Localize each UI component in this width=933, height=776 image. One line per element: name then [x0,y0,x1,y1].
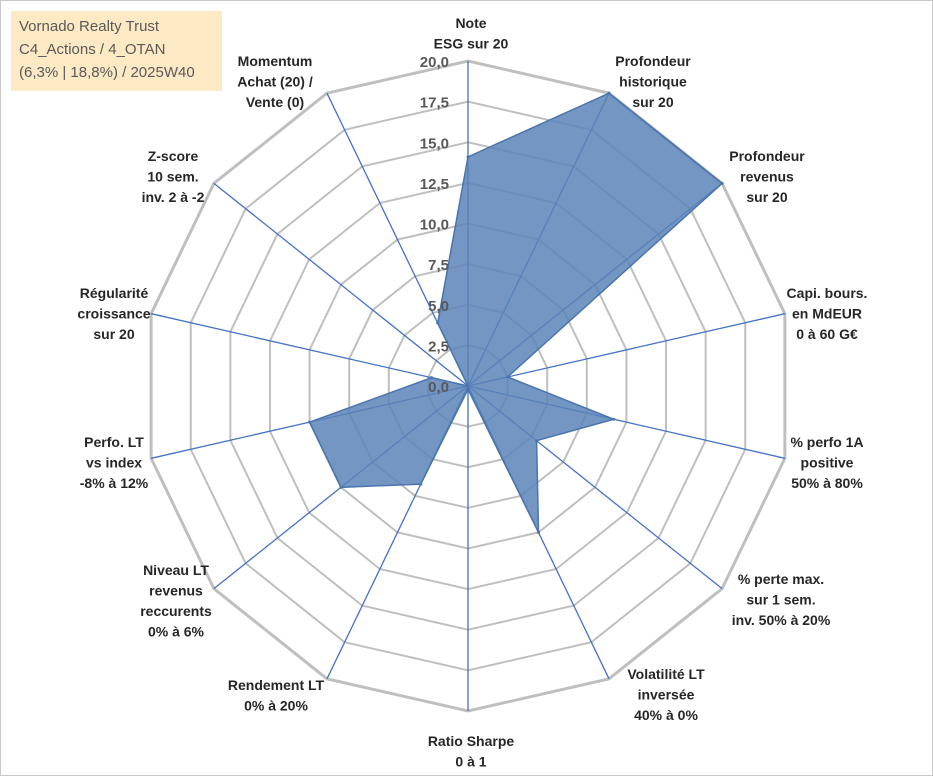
axis-label-line: 10 sem. [147,169,198,185]
axis-label-line: Z-score [148,148,199,164]
axis-label-line: inv. 50% à 20% [732,612,831,628]
data-point [430,376,434,380]
axis-label: Profondeur historique sur 20 [615,53,691,110]
axis-label: Ratio Sharpe 0 à 1 [428,733,515,770]
axis-label-line: 40% à 0% [634,707,698,723]
data-point [308,420,312,424]
tick-label: 5,0 [428,298,449,315]
tick-label: 2,5 [428,338,449,355]
data-point [537,530,541,534]
tick-label: 10,0 [420,217,449,234]
axis-label-line: ESG sur 20 [434,36,509,52]
axis-label: Rendement LT 0% à 20% [228,677,325,714]
axis-label: Z-score 10 sem. inv. 2 à -2 [142,148,205,205]
axis-label-line: Achat (20) / [237,74,313,90]
axis-label-line: 0 à 60 G€ [796,326,858,342]
axis-label-line: Profondeur [615,53,691,69]
axis-label: Momentum Achat (20) / Vente (0) [237,53,313,110]
axis-label-line: Niveau LT [143,562,209,578]
axis-label-line: sur 20 [632,94,673,110]
axis-label-line: -8% à 12% [80,475,149,491]
tick-label: 17,5 [420,95,449,112]
data-point [466,387,470,391]
axis-label: Niveau LT revenus reccurents 0% à 6% [140,562,212,640]
axis-label-line: 50% à 80% [791,475,863,491]
data-point [339,485,343,489]
title-line-category: C4_Actions / 4_OTAN [19,41,166,58]
tick-label: 0,0 [428,379,449,396]
axis-label: Profondeur revenus sur 20 [729,148,805,205]
tick-label: 15,0 [420,135,449,152]
data-point [466,155,470,159]
radar-spoke [151,313,469,387]
axis-label-line: 0 à 1 [455,754,486,770]
title-box: Vornado Realty Trust C4_Actions / 4_OTAN… [11,11,222,91]
axis-label-line: inv. 2 à -2 [142,189,205,205]
axis-label-line: inversée [638,687,695,703]
axis-label-line: Capi. bours. [787,285,868,301]
axis-label-line: sur 20 [93,326,134,342]
axis-label-line: historique [619,74,687,90]
axis-label: % perfo 1A positive 50% à 80% [790,434,863,491]
axis-label-line: Volatilité LT [627,666,705,682]
radar-axis-labels: Note ESG sur 20 Profondeur historique sur 20… [77,15,867,770]
axis-label-line: Ratio Sharpe [428,733,515,749]
data-point [720,181,724,185]
radar-spoke [467,313,785,387]
data-point [466,384,470,388]
axis-label-line: reccurents [140,603,212,619]
axis-label-line: % perte max. [738,571,824,587]
data-point [535,439,539,443]
axis-label-line: vs index [86,455,142,471]
data-point [419,482,423,486]
data-point [607,91,611,95]
title-line-period: (6,3% | 18,8%) / 2025W40 [19,64,195,81]
axis-label-line: Profondeur [729,148,805,164]
axis-label: Capi. bours. en MdEUR 0 à 60 G€ [787,285,868,342]
radar-tick-labels: 0,0 2,5 5,0 7,5 10,0 12,5 15,0 17,5 20,0 [420,54,449,396]
axis-label-line: revenus [149,583,203,599]
axis-label-line: Vente (0) [246,94,304,110]
axis-label-line: revenus [740,169,794,185]
radar-series [308,91,724,534]
axis-label-line: Note [455,15,486,31]
axis-label-line: positive [801,455,854,471]
tick-label: 12,5 [420,176,449,193]
axis-label-line: % perfo 1A [790,434,863,450]
title-line-company: Vornado Realty Trust [19,18,160,35]
axis-label-line: 0% à 6% [148,624,205,640]
axis-label-line: Régularité [80,285,149,301]
data-point [506,375,510,379]
axis-label-line: sur 20 [746,189,787,205]
axis-label: Régularité croissance sur 20 [77,285,150,342]
axis-label: % perte max. sur 1 sem. inv. 50% à 20% [732,571,831,628]
axis-label: Note ESG sur 20 [434,15,509,52]
data-point [436,321,440,325]
axis-label-line: sur 1 sem. [746,592,815,608]
axis-label-line: en MdEUR [792,306,862,322]
axis-label-line: Perfo. LT [84,434,144,450]
axis-label-line: 0% à 20% [244,698,308,714]
axis-label: Volatilité LT inversée 40% à 0% [627,666,705,723]
axis-label-line: croissance [77,306,150,322]
data-point [612,417,616,421]
axis-label-line: Momentum [238,53,313,69]
axis-label-line: Rendement LT [228,677,325,693]
axis-label: Perfo. LT vs index -8% à 12% [80,434,149,491]
tick-label: 20,0 [420,54,449,71]
tick-label: 7,5 [428,257,449,274]
radar-spoke [213,182,469,387]
